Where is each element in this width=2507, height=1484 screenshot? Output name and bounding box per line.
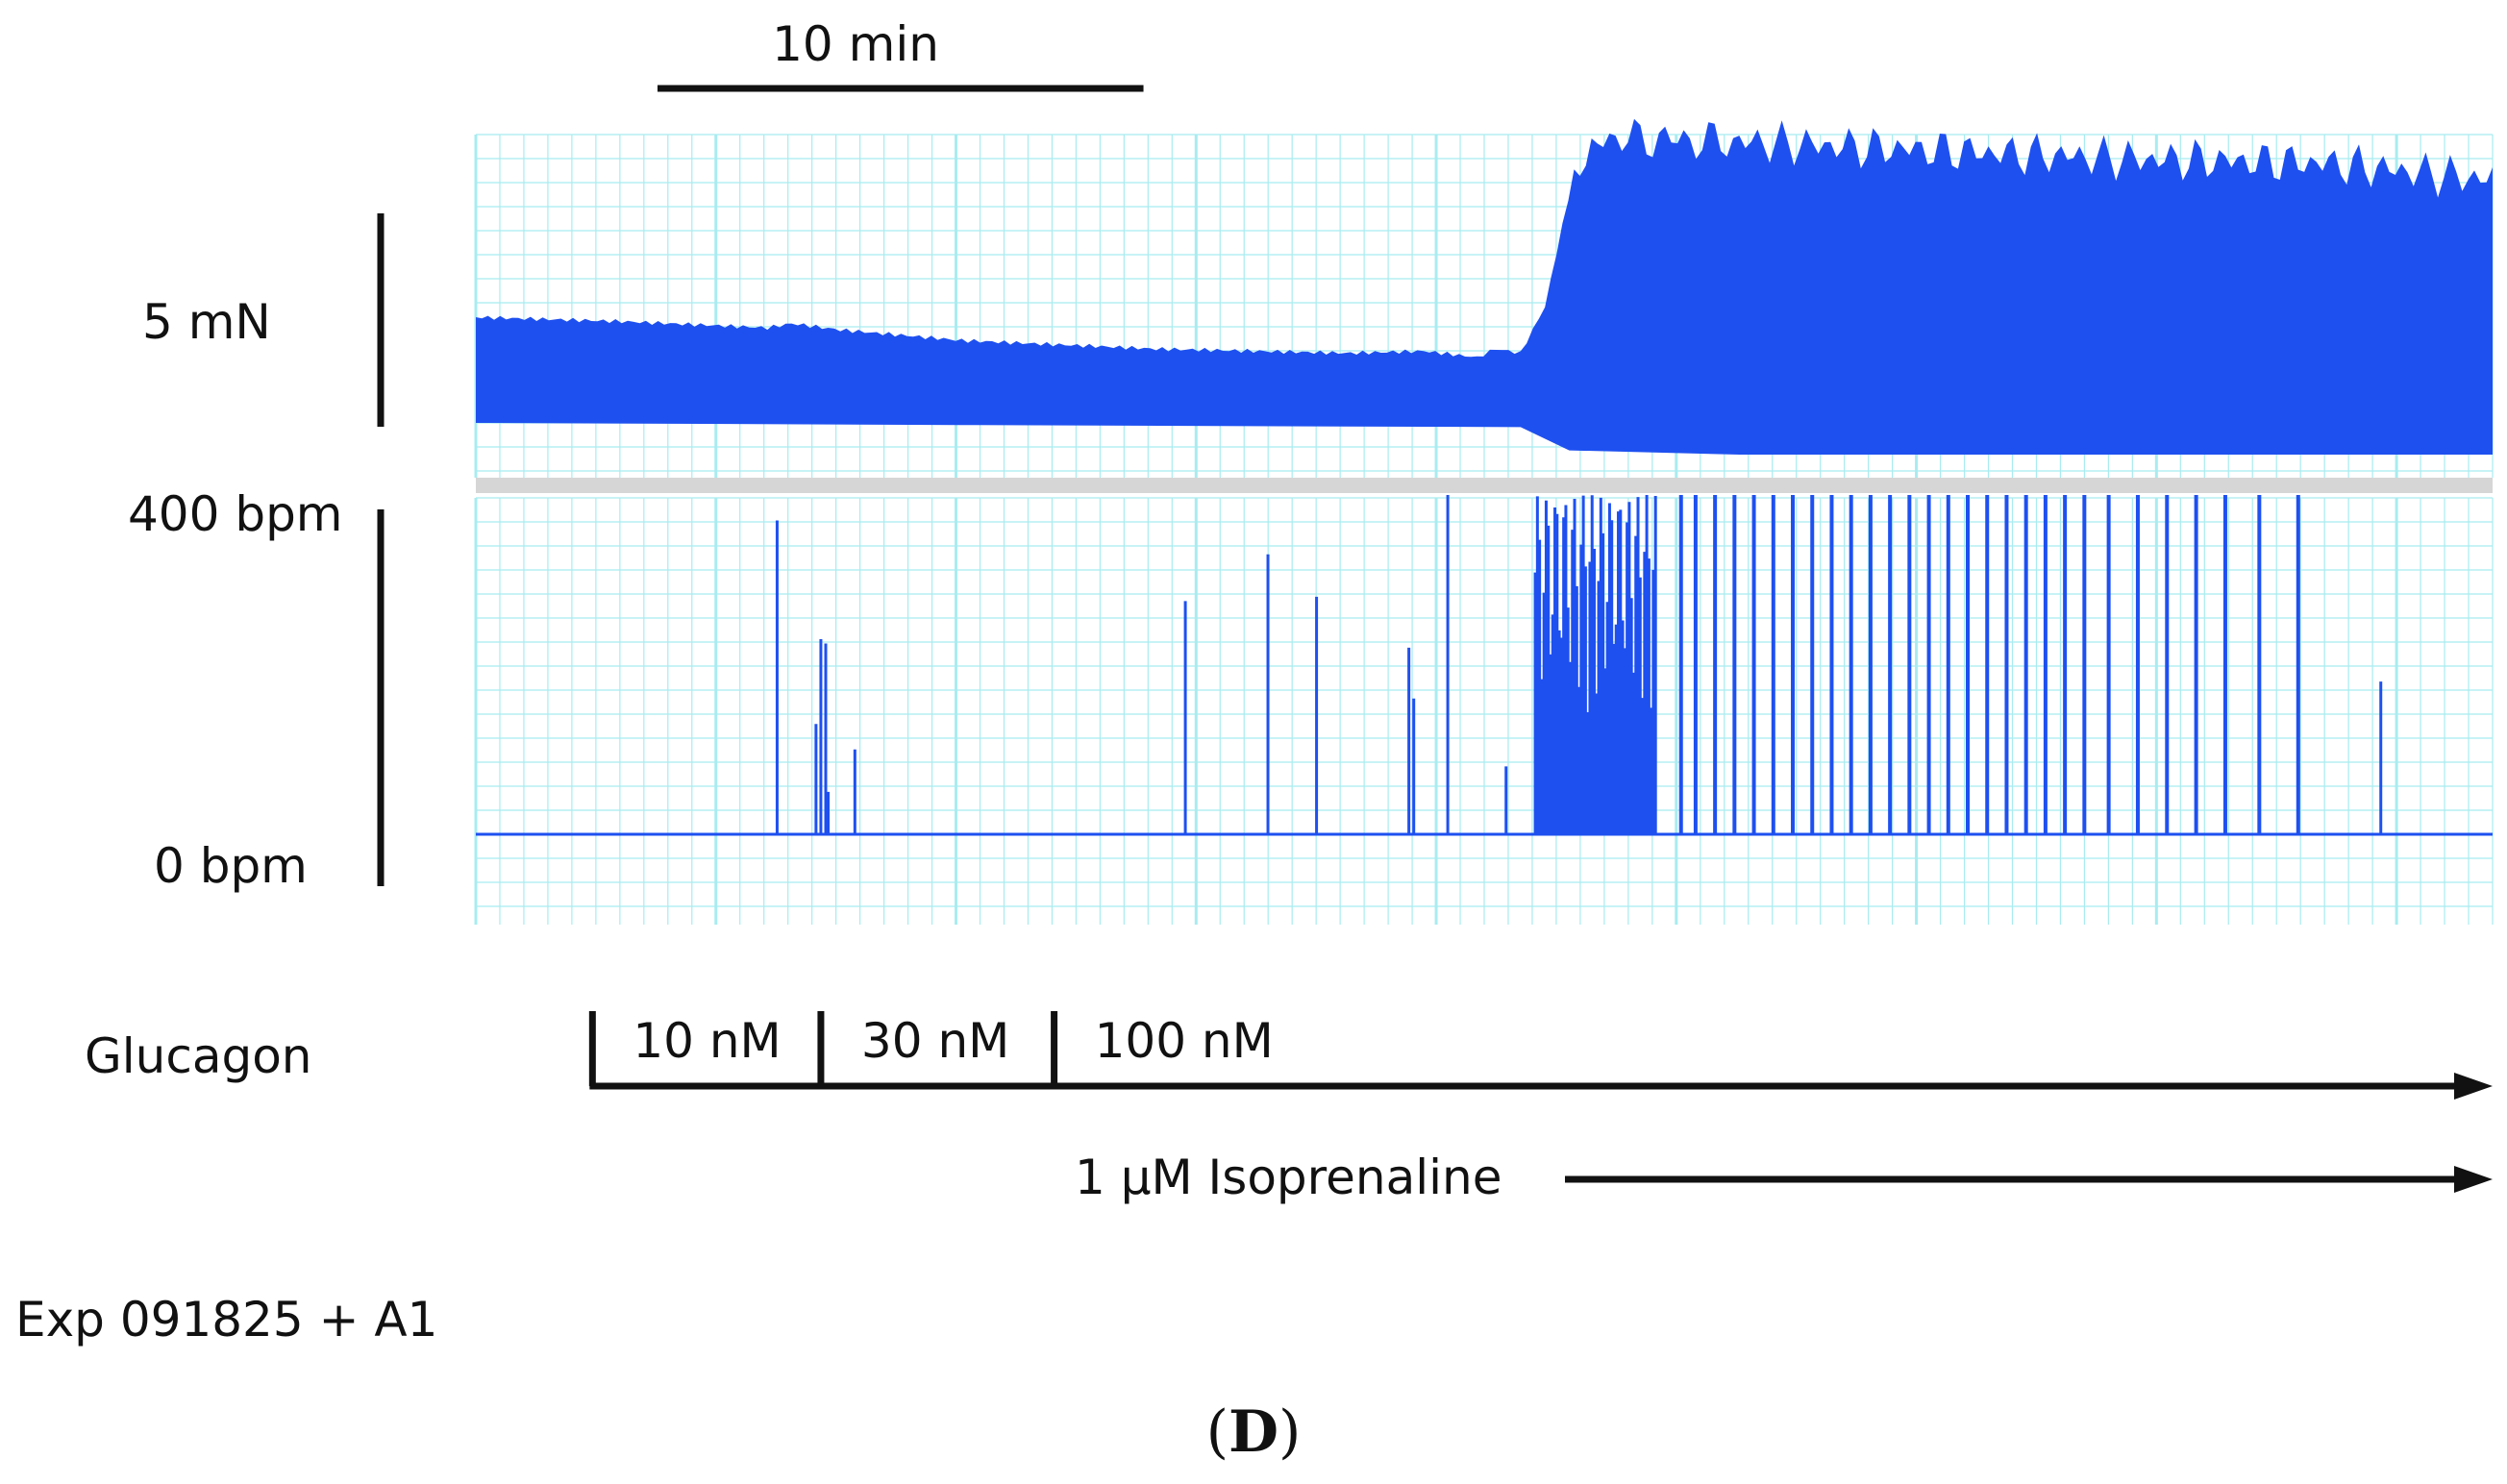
isoprenaline-arrowhead [2454, 1166, 2493, 1193]
rate-panel: 400 bpm 0 bpm [128, 486, 2494, 925]
time-scale-bar: 10 min [658, 16, 1144, 92]
panel-label: (D) [1206, 1398, 1302, 1466]
treatment-annotation: Glucagon 10 nM 30 nM 100 nM 1 µM Isopren… [85, 1011, 2493, 1205]
dose-label-10nm: 10 nM [633, 1013, 781, 1069]
time-scale-label: 10 min [772, 16, 939, 72]
drug-label: Glucagon [85, 1028, 311, 1084]
glucagon-arrowhead [2454, 1073, 2493, 1100]
dose-step-ticks [588, 1011, 1058, 1086]
panel-separator [476, 478, 2493, 493]
rate-spikes [775, 495, 2383, 834]
force-scale-label: 5 mN [142, 294, 271, 350]
force-panel: 5 mN [142, 118, 2494, 478]
panel-label-close: ) [1278, 1398, 1301, 1466]
rate-label-bottom: 0 bpm [154, 838, 308, 894]
force-trace [476, 118, 2493, 456]
isoprenaline-label: 1 µM Isoprenaline [1075, 1150, 1502, 1205]
rate-label-top: 400 bpm [128, 486, 343, 542]
dose-label-30nm: 30 nM [861, 1013, 1009, 1069]
experiment-label: Exp 091825 + A1 [15, 1292, 437, 1348]
panel-label-letter: D [1229, 1398, 1278, 1466]
dose-label-100nm: 100 nM [1095, 1013, 1274, 1069]
panel-label-open: ( [1206, 1398, 1229, 1466]
